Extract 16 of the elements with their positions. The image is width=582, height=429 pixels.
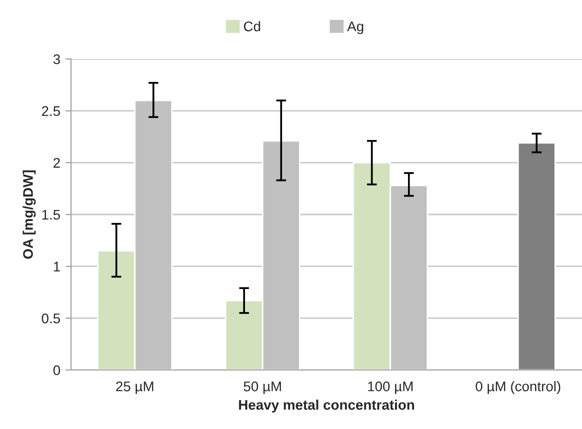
legend-label: Cd bbox=[244, 21, 260, 32]
x-tick-label: 50 µM bbox=[244, 381, 281, 394]
y-tick-label: 1.5 bbox=[42, 210, 60, 220]
y-tick-label: 0 bbox=[53, 365, 60, 376]
y-tick-label: 1 bbox=[54, 262, 60, 272]
y-tick-label: 2 bbox=[54, 158, 60, 168]
x-tick-label: 0 µM (control) bbox=[476, 381, 560, 394]
legend-label: Ag bbox=[347, 22, 364, 34]
y-tick-label: 0.5 bbox=[42, 314, 60, 324]
y-tick-label: 3 bbox=[53, 54, 60, 64]
x-tick-label: 25 µM bbox=[116, 381, 154, 394]
x-tick-label: 100 µM bbox=[368, 381, 413, 394]
y-tick-label: 2.5 bbox=[42, 106, 60, 116]
x-axis-title: Heavy metal concentration bbox=[239, 400, 414, 413]
y-axis-title: OA [mg/gDW] bbox=[22, 170, 36, 259]
bar bbox=[517, 142, 556, 370]
